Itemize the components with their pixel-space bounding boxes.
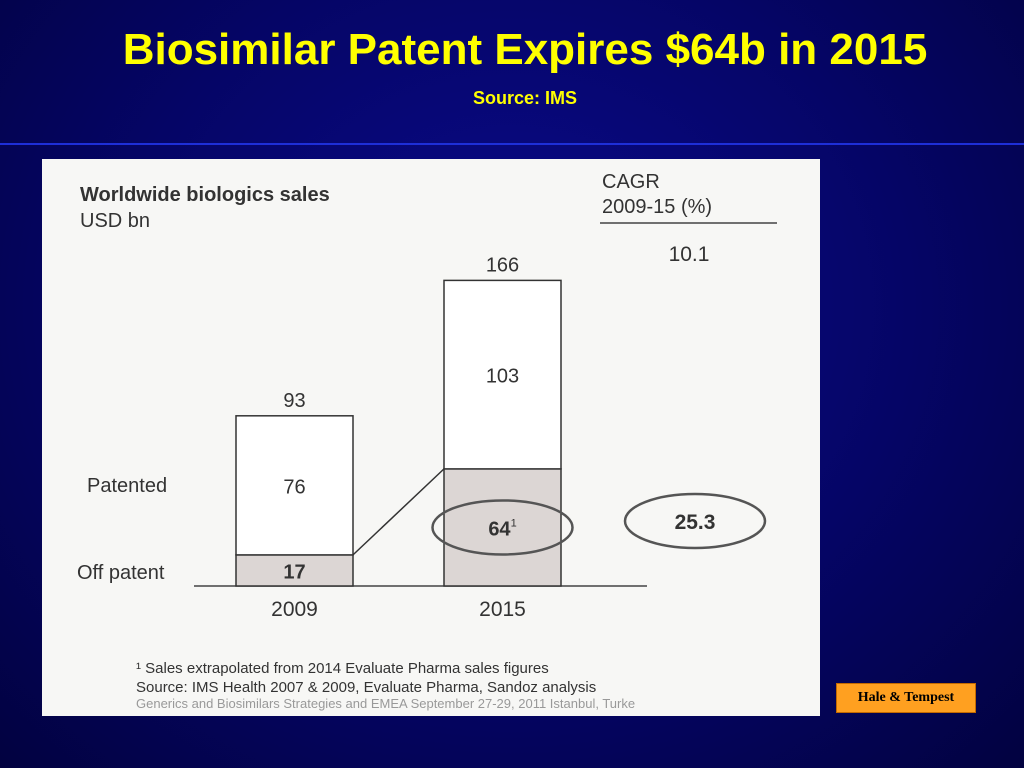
chart-title: Worldwide biologics sales (80, 184, 330, 206)
cagr-highlight-circle (623, 492, 767, 550)
slide-subtitle: Source: IMS (472, 88, 578, 108)
label-offpatent-2009: 17 (283, 561, 305, 583)
chart-unit-label: USD bn (80, 210, 150, 232)
bar-offpatent-2015 (443, 468, 562, 587)
title-divider (0, 143, 1024, 145)
label-patented-2009: 76 (283, 476, 305, 498)
cagr-header-line2: 2009-15 (%) (602, 196, 712, 218)
slide-title: Biosimilar Patent Expires $64b in 2015 (122, 25, 928, 74)
credit-badge: Hale & Tempest (836, 683, 976, 713)
legend-patented: Patented (87, 475, 167, 497)
footnote-conference: Generics and Biosimilars Strategies and … (136, 696, 635, 711)
cagr-total-value: 10.1 (669, 243, 710, 266)
category-label-2009: 2009 (271, 598, 318, 621)
connector-line (352, 468, 445, 556)
bar-patented-2009 (235, 415, 354, 556)
chart-figure: Worldwide biologics sales USD bn CAGR 20… (42, 159, 820, 716)
category-label-2015: 2015 (479, 598, 526, 621)
footnote-1: ¹ Sales extrapolated from 2014 Evaluate … (136, 660, 549, 677)
label-offpatent-2015: 641 (488, 517, 516, 540)
bar-offpatent-2009 (235, 554, 354, 587)
label-total-2009: 93 (283, 390, 305, 412)
label-patented-2015: 103 (486, 366, 519, 388)
bars-layer: 76 17 93 2009 103 641 166 2015 (235, 254, 574, 621)
footnote-source: Source: IMS Health 2007 & 2009, Evaluate… (136, 679, 596, 696)
bar-patented-2015 (443, 279, 562, 470)
legend-off-patent: Off patent (77, 562, 165, 584)
cagr-header-line1: CAGR (602, 171, 660, 193)
footnote-marker: 1 (511, 517, 517, 529)
cagr-off-patent-value: 25.3 (675, 511, 716, 534)
offpatent-highlight-circle (431, 499, 574, 556)
stacked-bar-chart: Worldwide biologics sales USD bn CAGR 20… (77, 171, 777, 711)
label-total-2015: 166 (486, 254, 519, 276)
